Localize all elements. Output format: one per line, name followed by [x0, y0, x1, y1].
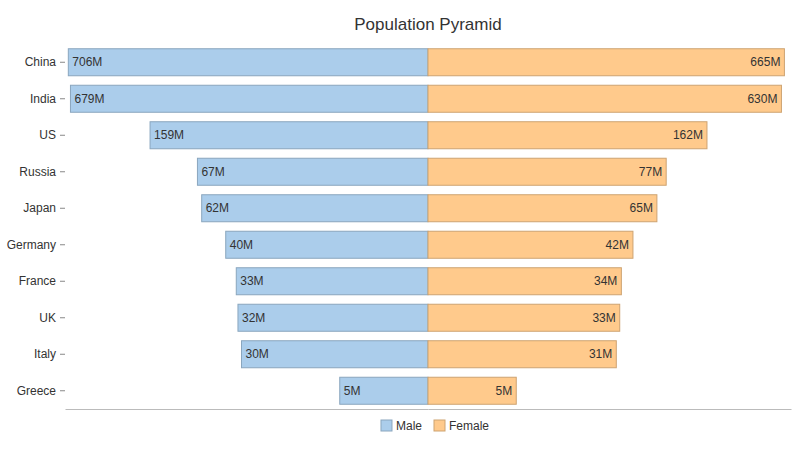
bar — [428, 85, 781, 112]
data-label: 42M — [606, 238, 629, 252]
legend-label: Female — [449, 419, 489, 433]
bar — [428, 304, 620, 331]
tick-mark — [60, 171, 65, 172]
tick-label: China — [25, 55, 57, 69]
legend-swatch — [381, 420, 392, 431]
legend-item: Male — [381, 419, 422, 433]
data-label: 77M — [639, 165, 662, 179]
x-axis — [66, 409, 429, 410]
data-label: 5M — [344, 384, 361, 398]
tick-mark — [60, 208, 65, 209]
data-label: 630M — [747, 92, 777, 106]
tick: China — [25, 55, 65, 69]
data-label: 40M — [230, 238, 253, 252]
bar — [197, 158, 428, 185]
tick: India — [30, 92, 65, 106]
y-axis: China India US Russia Japan Germany France UK It… — [7, 55, 65, 398]
tick: France — [19, 274, 65, 288]
tick: US — [39, 128, 65, 142]
legend-swatch — [434, 420, 445, 431]
tick: Italy — [34, 347, 65, 361]
tick: Germany — [7, 238, 65, 252]
bar — [428, 158, 666, 185]
tick-label: US — [39, 128, 56, 142]
tick-mark — [60, 244, 65, 245]
bars — [68, 49, 784, 405]
bar — [428, 341, 616, 368]
title: Population Pyramid — [354, 15, 501, 34]
data-label: 33M — [240, 274, 263, 288]
tick-mark — [60, 98, 65, 99]
tick: UK — [39, 311, 65, 325]
tick-label: Germany — [7, 238, 56, 252]
tick-label: Japan — [23, 201, 56, 215]
axis-line — [66, 409, 429, 410]
bar — [68, 49, 428, 76]
bar — [202, 195, 428, 222]
tick-mark — [60, 354, 65, 355]
bar — [236, 268, 428, 295]
data-label: 34M — [594, 274, 617, 288]
tick-mark — [60, 135, 65, 136]
data-label: 65M — [630, 201, 653, 215]
tick: Japan — [23, 201, 65, 215]
tick: Russia — [19, 165, 65, 179]
tick: Greece — [17, 384, 65, 398]
tick-label: UK — [39, 311, 56, 325]
legend-item: Female — [434, 419, 489, 433]
tick-label: France — [19, 274, 57, 288]
data-label: 31M — [589, 347, 612, 361]
data-label: 30M — [246, 347, 269, 361]
tick-label: Russia — [19, 165, 56, 179]
bar — [428, 377, 516, 404]
tick-mark — [60, 317, 65, 318]
bar — [238, 304, 428, 331]
bar — [70, 85, 428, 112]
data-label: 665M — [750, 55, 780, 69]
bar — [428, 195, 657, 222]
tick-mark — [60, 390, 65, 391]
tick-mark — [60, 62, 65, 63]
data-label: 5M — [496, 384, 513, 398]
tick-label: Italy — [34, 347, 56, 361]
bar — [242, 341, 428, 368]
tick-label: India — [30, 92, 56, 106]
legend-label: Male — [396, 419, 422, 433]
bar — [150, 122, 428, 149]
bar — [428, 231, 633, 258]
series-bars — [68, 49, 428, 405]
bar — [428, 268, 621, 295]
legend: Male Female — [381, 419, 489, 433]
tick-mark — [60, 281, 65, 282]
bar — [340, 377, 428, 404]
data-label: 159M — [154, 128, 184, 142]
x-axis — [429, 409, 792, 410]
data-label: 679M — [74, 92, 104, 106]
data-label: 67M — [201, 165, 224, 179]
series-bars — [428, 49, 784, 405]
data-labels: 706M 679M 159M 67M 62M 40M 33M 32M 30M 5M 665M 630M… — [72, 55, 780, 398]
chart: Population Pyramid 706M 679M 159M 67M 62M 40M 3… — [0, 0, 800, 450]
bar — [428, 49, 784, 76]
data-label: 162M — [673, 128, 703, 142]
tick-label: Greece — [17, 384, 57, 398]
axis-line — [429, 409, 792, 410]
data-label: 706M — [72, 55, 102, 69]
data-label: 62M — [206, 201, 229, 215]
bar — [428, 122, 707, 149]
bar — [226, 231, 428, 258]
data-label: 33M — [592, 311, 615, 325]
data-label: 32M — [242, 311, 265, 325]
